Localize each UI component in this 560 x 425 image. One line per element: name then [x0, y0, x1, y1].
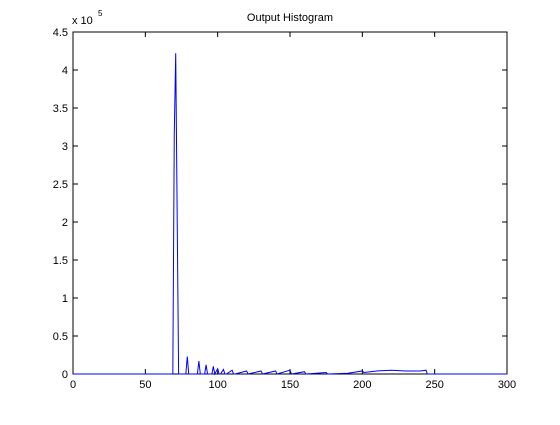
- x-tick-label: 200: [353, 379, 371, 391]
- x-tick-label: 250: [425, 379, 443, 391]
- y-exponent: 5: [98, 9, 103, 18]
- axes-box: [72, 31, 508, 375]
- x-tick-label: 100: [208, 379, 226, 391]
- x-tick-label: 300: [498, 379, 516, 391]
- y-tick-label: 4.5: [53, 27, 68, 39]
- y-tick-label: 0.5: [53, 331, 68, 343]
- y-tick-label: 3.5: [53, 103, 68, 115]
- y-tick-label: 1: [62, 293, 68, 305]
- y-tick-label: 1.5: [53, 255, 68, 267]
- line-series: [73, 53, 507, 376]
- x-tick-label: 150: [281, 379, 299, 391]
- y-tick-label: 4: [62, 65, 68, 77]
- y-tick-label: 2: [62, 217, 68, 229]
- y-tick-label: 0: [62, 369, 68, 381]
- y-tick-label: 2.5: [53, 179, 68, 191]
- y-tick-label: 3: [62, 141, 68, 153]
- x-tick-label: 0: [70, 379, 76, 391]
- x-tick-label: 50: [139, 379, 151, 391]
- chart-title: Output Histogram: [247, 12, 333, 24]
- y-multiplier: x 10: [72, 15, 93, 27]
